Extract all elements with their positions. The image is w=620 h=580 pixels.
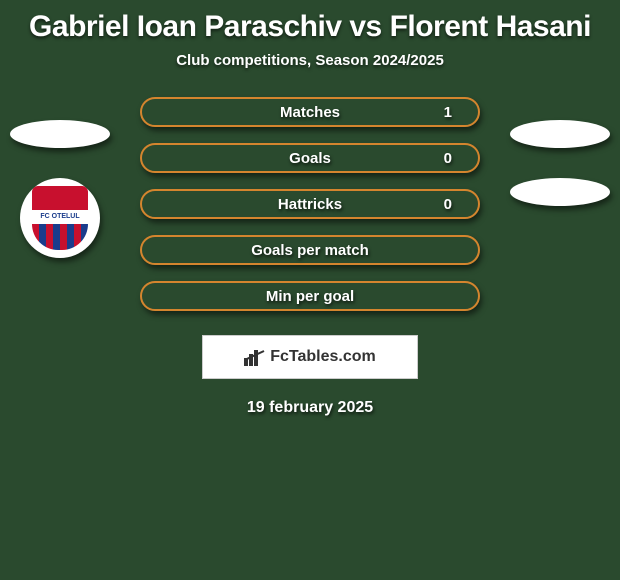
stat-label: Goals per match — [251, 242, 369, 259]
stat-row-hattricks: Hattricks 0 — [140, 189, 480, 219]
stat-value: 1 — [444, 104, 452, 121]
date-text: 19 february 2025 — [247, 399, 373, 417]
stat-row-goals: Goals 0 — [140, 143, 480, 173]
stat-label: Goals — [289, 150, 331, 167]
stat-label: Min per goal — [266, 288, 354, 305]
page-title: Gabriel Ioan Paraschiv vs Florent Hasani — [29, 10, 591, 44]
left-player-column: FC OTELUL GALATI — [10, 120, 110, 258]
stat-label: Matches — [280, 104, 340, 121]
player-marker-oval — [510, 178, 610, 206]
page-subtitle: Club competitions, Season 2024/2025 — [176, 52, 444, 69]
stat-row-goals-per-match: Goals per match — [140, 235, 480, 265]
bar-chart-icon — [244, 348, 264, 366]
brand-box[interactable]: FcTables.com — [202, 335, 418, 379]
badge-band-text: FC OTELUL GALATI — [32, 210, 88, 224]
club-badge-left: FC OTELUL GALATI — [20, 178, 100, 258]
right-player-column — [510, 120, 610, 206]
stats-list: Matches 1 Goals 0 Hattricks 0 Goals per … — [140, 97, 480, 311]
player-marker-oval — [510, 120, 610, 148]
stat-row-matches: Matches 1 — [140, 97, 480, 127]
stat-label: Hattricks — [278, 196, 342, 213]
stat-value: 0 — [444, 196, 452, 213]
player-marker-oval — [10, 120, 110, 148]
stat-row-min-per-goal: Min per goal — [140, 281, 480, 311]
brand-text: FcTables.com — [270, 348, 376, 366]
stat-value: 0 — [444, 150, 452, 167]
